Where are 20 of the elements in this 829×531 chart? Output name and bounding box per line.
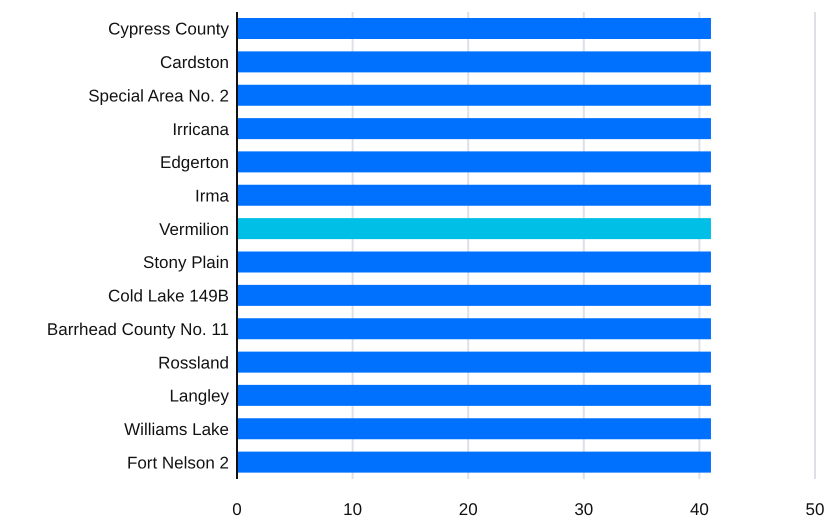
y-tick-label: Stony Plain: [143, 253, 229, 272]
x-tick-label: 10: [343, 500, 362, 520]
y-tick-label: Rossland: [158, 353, 229, 372]
y-tick-label: Special Area No. 2: [88, 86, 229, 106]
x-tick-label: 0: [232, 500, 242, 520]
x-tick-label: 30: [574, 500, 594, 520]
y-tick-label: Barrhead County No. 11: [46, 320, 229, 339]
x-tick-label: 20: [458, 500, 478, 520]
y-tick-label: Cardston: [160, 53, 229, 72]
y-tick-label: Edgerton: [160, 153, 229, 172]
y-tick-label: Cypress County: [108, 20, 230, 39]
y-tick-label: Cold Lake 149B: [108, 286, 229, 306]
y-tick-label: Williams Lake: [124, 420, 229, 439]
y-tick-label: Vermilion: [159, 220, 229, 239]
y-tick-label: Irricana: [172, 120, 230, 139]
x-tick-label: 40: [690, 500, 709, 520]
y-tick-label: Langley: [169, 386, 230, 406]
y-tick-label: Irma: [195, 186, 230, 206]
y-tick-label: Fort Nelson 2: [126, 453, 229, 472]
x-tick-label: 50: [806, 500, 824, 520]
